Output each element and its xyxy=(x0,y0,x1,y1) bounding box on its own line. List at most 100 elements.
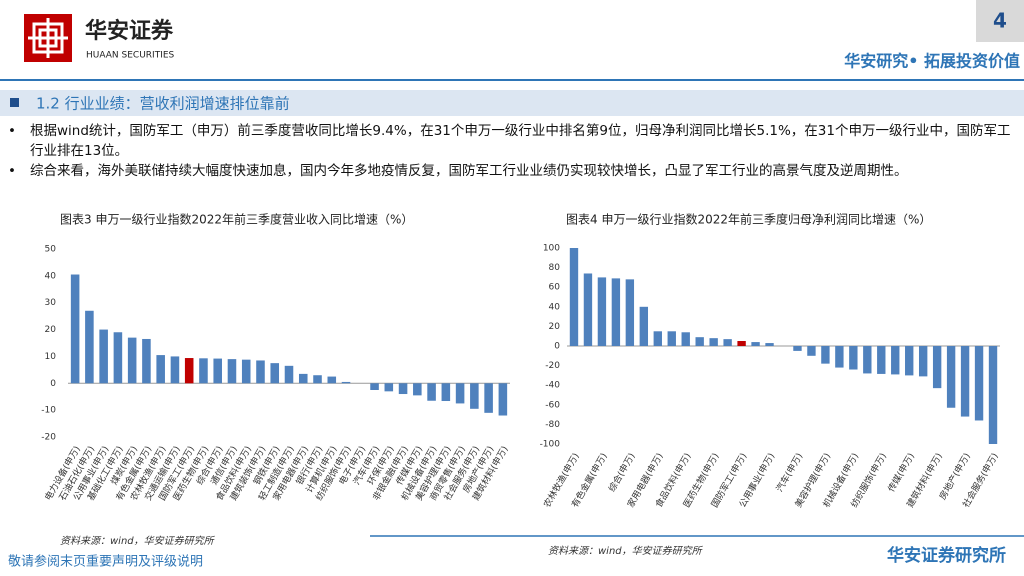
y-tick-label: 100 xyxy=(543,244,560,254)
bar xyxy=(960,346,970,417)
bullets: • 根据wind统计，国防军工（申万）前三季度营收同比增长9.4%，在31个申万一… xyxy=(8,121,1018,181)
bar xyxy=(455,383,465,404)
y-tick-label: 0 xyxy=(50,379,56,389)
bar xyxy=(793,346,802,351)
bar xyxy=(284,365,294,384)
y-tick-label: 20 xyxy=(45,325,57,335)
bar xyxy=(85,310,94,384)
bar xyxy=(384,383,394,392)
bar xyxy=(751,342,760,346)
bar xyxy=(988,346,998,444)
bar xyxy=(597,277,607,346)
source: 资料来源：wind，华安证券研究所 xyxy=(60,535,216,547)
bar xyxy=(918,346,928,377)
bar xyxy=(156,355,165,384)
y-tick-label: 40 xyxy=(45,271,57,281)
y-tick-label: -10 xyxy=(41,406,56,416)
bar xyxy=(99,329,108,384)
bar xyxy=(199,358,208,384)
x-tick-label: 传媒(申万) xyxy=(885,451,917,494)
bar xyxy=(583,273,593,346)
bar xyxy=(877,346,886,374)
y-tick-label: 20 xyxy=(549,322,561,332)
bar xyxy=(441,383,451,402)
bar xyxy=(398,383,408,395)
page-tab xyxy=(976,0,1024,42)
bar xyxy=(298,373,308,384)
bar xyxy=(667,331,676,346)
bar xyxy=(142,338,151,384)
bar xyxy=(370,383,379,390)
source: 资料来源：wind，华安证券研究所 xyxy=(548,545,704,557)
bullet-text: 综合来看，海外美联储持续大幅度快速加息，国内今年多地疫情反复，国防军工行业业绩仍… xyxy=(30,163,908,179)
y-tick-label: 10 xyxy=(45,352,57,362)
bar xyxy=(653,331,662,346)
bar xyxy=(327,376,337,384)
bar xyxy=(170,356,180,384)
bar xyxy=(611,278,621,346)
bullet-text: 根据wind统计，国防军工（申万）前三季度营收同比增长9.4%，在31个申万一级… xyxy=(30,123,1011,159)
y-tick-label: 0 xyxy=(554,342,560,352)
bar xyxy=(127,337,137,384)
bar xyxy=(891,346,900,375)
section-icon xyxy=(10,98,19,107)
bar xyxy=(341,381,351,384)
y-tick-label: -80 xyxy=(545,420,560,430)
bar xyxy=(681,332,690,346)
y-tick-label: -100 xyxy=(540,440,561,450)
section-bar xyxy=(0,90,1024,116)
bar xyxy=(723,339,732,346)
bullet: • 根据wind统计，国防军工（申万）前三季度营收同比增长9.4%，在31个申万一… xyxy=(8,121,1018,161)
institute: 华安证券研究所 xyxy=(887,545,1006,566)
bar xyxy=(413,383,422,396)
y-tick-label: 80 xyxy=(549,263,561,273)
bar xyxy=(256,360,265,384)
bar xyxy=(427,383,436,401)
bar xyxy=(807,346,816,356)
y-tick-label: -60 xyxy=(545,400,560,410)
bullet: • 综合来看，海外美联储持续大幅度快速加息，国内今年多地疫情反复，国防军工行业业绩… xyxy=(8,163,908,179)
chart-title: 图表3 申万一级行业指数2022年前三季度营业收入同比增速（%） xyxy=(60,212,413,227)
y-tick-label: -20 xyxy=(545,361,560,371)
slogan: 华安研究• 拓展投资价值 xyxy=(844,52,1020,71)
bar xyxy=(835,346,844,368)
bar xyxy=(849,346,858,370)
bar xyxy=(569,248,579,346)
brand: 华安证券 xyxy=(85,18,174,44)
bar xyxy=(709,338,718,346)
bar xyxy=(639,306,649,346)
y-tick-label: -40 xyxy=(545,381,560,391)
bar xyxy=(113,332,123,384)
bar xyxy=(213,358,222,384)
bar xyxy=(313,375,322,384)
bar xyxy=(70,274,80,384)
bar xyxy=(974,346,984,421)
y-tick-label: -20 xyxy=(41,433,56,443)
brand-en: HUAAN SECURITIES xyxy=(86,51,175,61)
disclaimer: 敬请参阅末页重要声明及评级说明 xyxy=(8,554,203,570)
x-tick-label: 汽车(申万) xyxy=(773,451,805,494)
bar xyxy=(737,341,746,346)
bar xyxy=(470,383,479,409)
bar xyxy=(227,359,237,384)
y-tick-label: 50 xyxy=(45,245,57,255)
y-tick-label: 60 xyxy=(549,283,561,293)
bar xyxy=(863,346,872,374)
x-tick-label: 综合(申万) xyxy=(606,451,638,494)
bar xyxy=(184,358,194,384)
bar xyxy=(270,363,280,384)
logo-pattern xyxy=(28,18,68,58)
bar xyxy=(932,346,942,389)
section-title: 1.2 行业业绩：营收利润增速排位靠前 xyxy=(36,95,290,113)
page-number: 4 xyxy=(993,9,1007,33)
bar xyxy=(946,346,956,408)
bar xyxy=(625,279,635,346)
bar xyxy=(905,346,914,376)
chart-title: 图表4 申万一级行业指数2022年前三季度归母净利润同比增速（%） xyxy=(566,212,931,227)
bar xyxy=(765,343,774,346)
y-tick-label: 40 xyxy=(549,302,561,312)
bar xyxy=(498,383,508,416)
y-tick-label: 30 xyxy=(45,298,57,308)
